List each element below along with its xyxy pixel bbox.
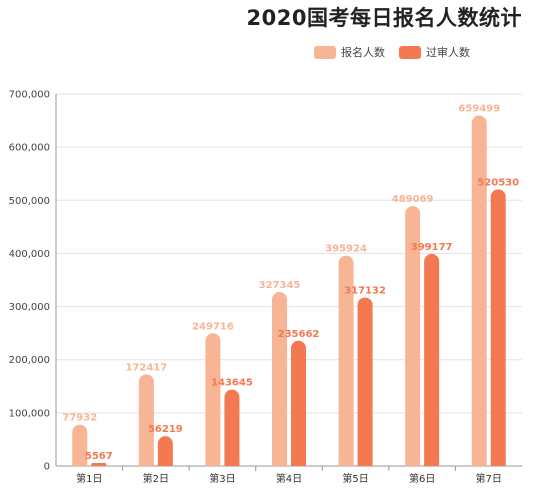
bar-registered[interactable]: [405, 206, 421, 466]
data-label-approved: 317132: [344, 285, 386, 296]
bar-registered-base: [72, 458, 88, 466]
bar-registered[interactable]: [272, 292, 287, 466]
x-tick-label: 第3日: [209, 472, 235, 485]
bar-registered-base: [205, 458, 221, 466]
x-tick-label: 第2日: [143, 472, 169, 485]
bar-approved-base: [157, 458, 173, 466]
y-tick-label: 700,000: [9, 90, 50, 101]
y-tick-label: 0: [44, 462, 50, 473]
legend-swatch-registered: [314, 45, 336, 59]
y-tick-label: 300,000: [9, 302, 50, 313]
data-label-approved: 520530: [477, 177, 519, 188]
data-label-registered: 172417: [125, 362, 167, 373]
bar-approved-base: [91, 464, 107, 466]
data-label-registered: 659499: [458, 104, 500, 115]
data-label-registered: 249716: [192, 321, 234, 332]
bar-registered-base: [272, 458, 287, 466]
bar-registered[interactable]: [138, 374, 154, 466]
y-tick-label: 600,000: [9, 143, 50, 154]
bar-registered[interactable]: [72, 424, 88, 466]
data-label-approved: 5567: [85, 451, 113, 462]
data-label-approved: 235662: [278, 329, 320, 340]
data-label-approved: 56219: [148, 424, 183, 435]
data-label-approved: 399177: [411, 242, 453, 253]
bar-approved-base: [490, 458, 506, 466]
data-label-registered: 77932: [62, 413, 97, 424]
x-tick-label: 第4日: [276, 472, 302, 485]
data-label-approved: 143645: [211, 378, 253, 389]
bar-registered-base: [338, 458, 354, 466]
bar-approved-base: [291, 458, 306, 466]
legend-label-approved: 过审人数: [426, 46, 470, 59]
bar-approved[interactable]: [357, 297, 373, 466]
legend-swatch-approved: [399, 45, 421, 59]
bar-approved[interactable]: [490, 189, 506, 466]
legend-label-registered: 报名人数: [341, 46, 385, 59]
bar-approved[interactable]: [424, 253, 440, 466]
bar-registered-base: [138, 458, 154, 466]
chart-title: 2020国考每日报名人数统计: [246, 6, 522, 30]
bar-registered[interactable]: [205, 333, 221, 466]
x-tick-label: 第6日: [409, 472, 435, 485]
y-tick-label: 400,000: [9, 249, 50, 260]
x-tick-label: 第1日: [76, 472, 102, 485]
legend-item-registered[interactable]: 报名人数: [314, 44, 385, 60]
bar-approved-base: [357, 458, 373, 466]
x-tick-label: 第5日: [342, 472, 368, 485]
y-tick-label: 500,000: [9, 196, 50, 207]
x-tick-label: 第7日: [476, 472, 502, 485]
legend-item-approved[interactable]: 过审人数: [399, 44, 470, 60]
bar-registered[interactable]: [471, 115, 487, 467]
bar-approved-base: [424, 458, 440, 466]
data-label-registered: 489069: [392, 194, 434, 205]
bar-approved[interactable]: [291, 340, 306, 466]
bar-approved[interactable]: [224, 389, 240, 466]
data-label-registered: 395924: [325, 244, 367, 255]
bar-registered[interactable]: [338, 255, 354, 466]
y-tick-label: 200,000: [9, 355, 50, 366]
bar-approved-base: [224, 458, 240, 466]
data-label-registered: 327345: [259, 280, 301, 291]
bar-registered-base: [405, 458, 421, 466]
bar-registered-base: [471, 458, 487, 466]
chart-legend: 报名人数 过审人数: [300, 44, 470, 60]
y-tick-label: 100,000: [9, 408, 50, 419]
